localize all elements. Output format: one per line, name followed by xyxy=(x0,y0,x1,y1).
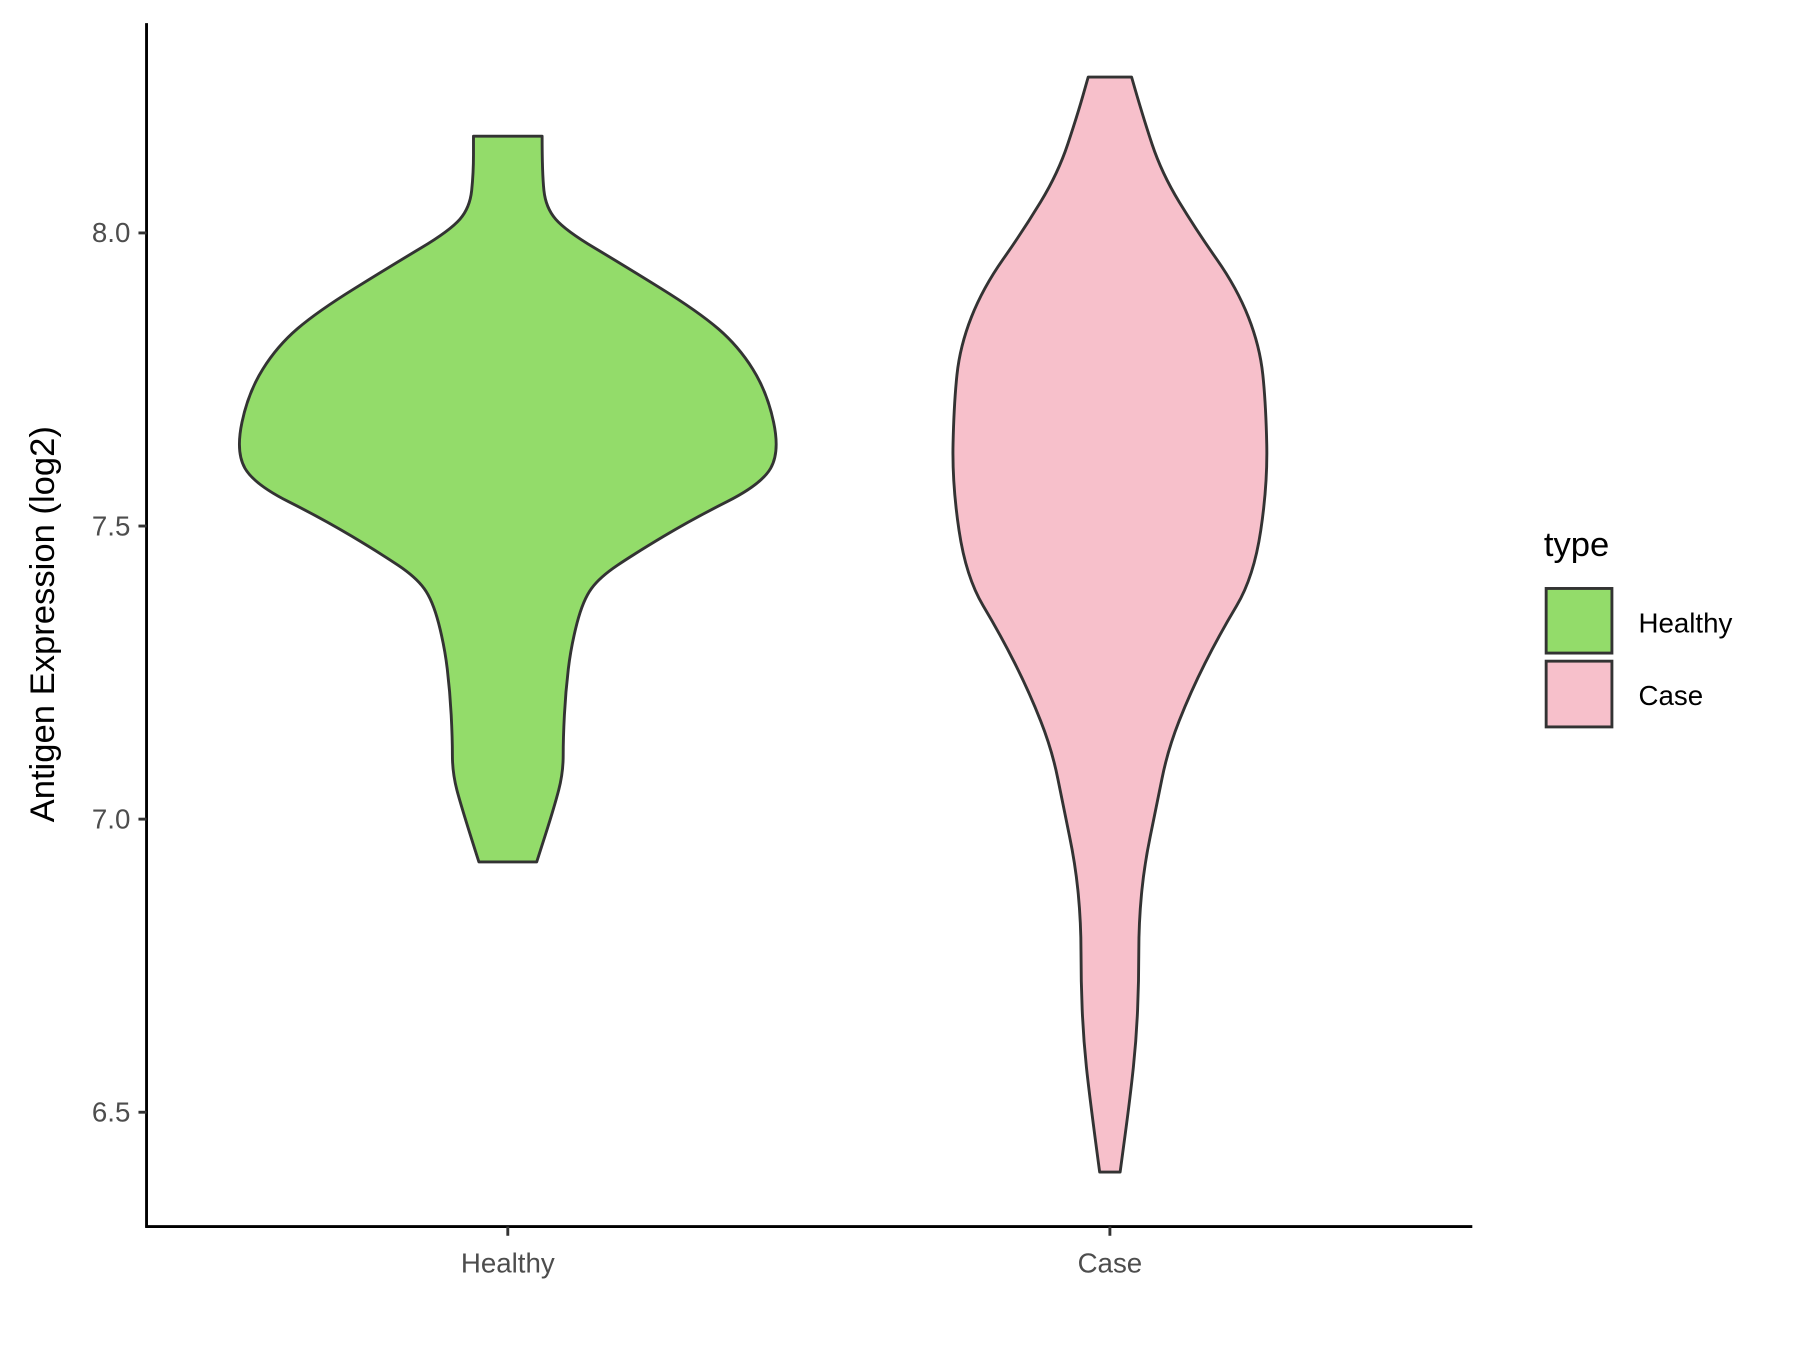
violin-healthy xyxy=(237,134,778,864)
legend-key-case xyxy=(1544,659,1614,729)
legend: type Healthy Case xyxy=(1544,526,1732,729)
y-ticks: 6.5 7.0 7.5 8.0 xyxy=(92,217,147,1127)
violins xyxy=(237,75,1269,1174)
y-tick-label: 7.0 xyxy=(92,803,131,834)
y-tick-label: 7.5 xyxy=(92,510,131,541)
y-axis-title: Antigen Expression (log2) xyxy=(24,426,62,822)
legend-label-case: Case xyxy=(1638,680,1703,711)
legend-title: type xyxy=(1544,526,1609,564)
legend-key-healthy xyxy=(1544,587,1614,655)
legend-label-healthy: Healthy xyxy=(1638,607,1732,638)
x-tick-label: Healthy xyxy=(461,1248,555,1279)
y-tick-label: 8.0 xyxy=(92,217,131,248)
y-tick-label: 6.5 xyxy=(92,1096,131,1127)
x-ticks: Healthy Case xyxy=(461,1226,1143,1279)
violin-case xyxy=(951,75,1269,1174)
x-tick-label: Case xyxy=(1078,1248,1143,1279)
